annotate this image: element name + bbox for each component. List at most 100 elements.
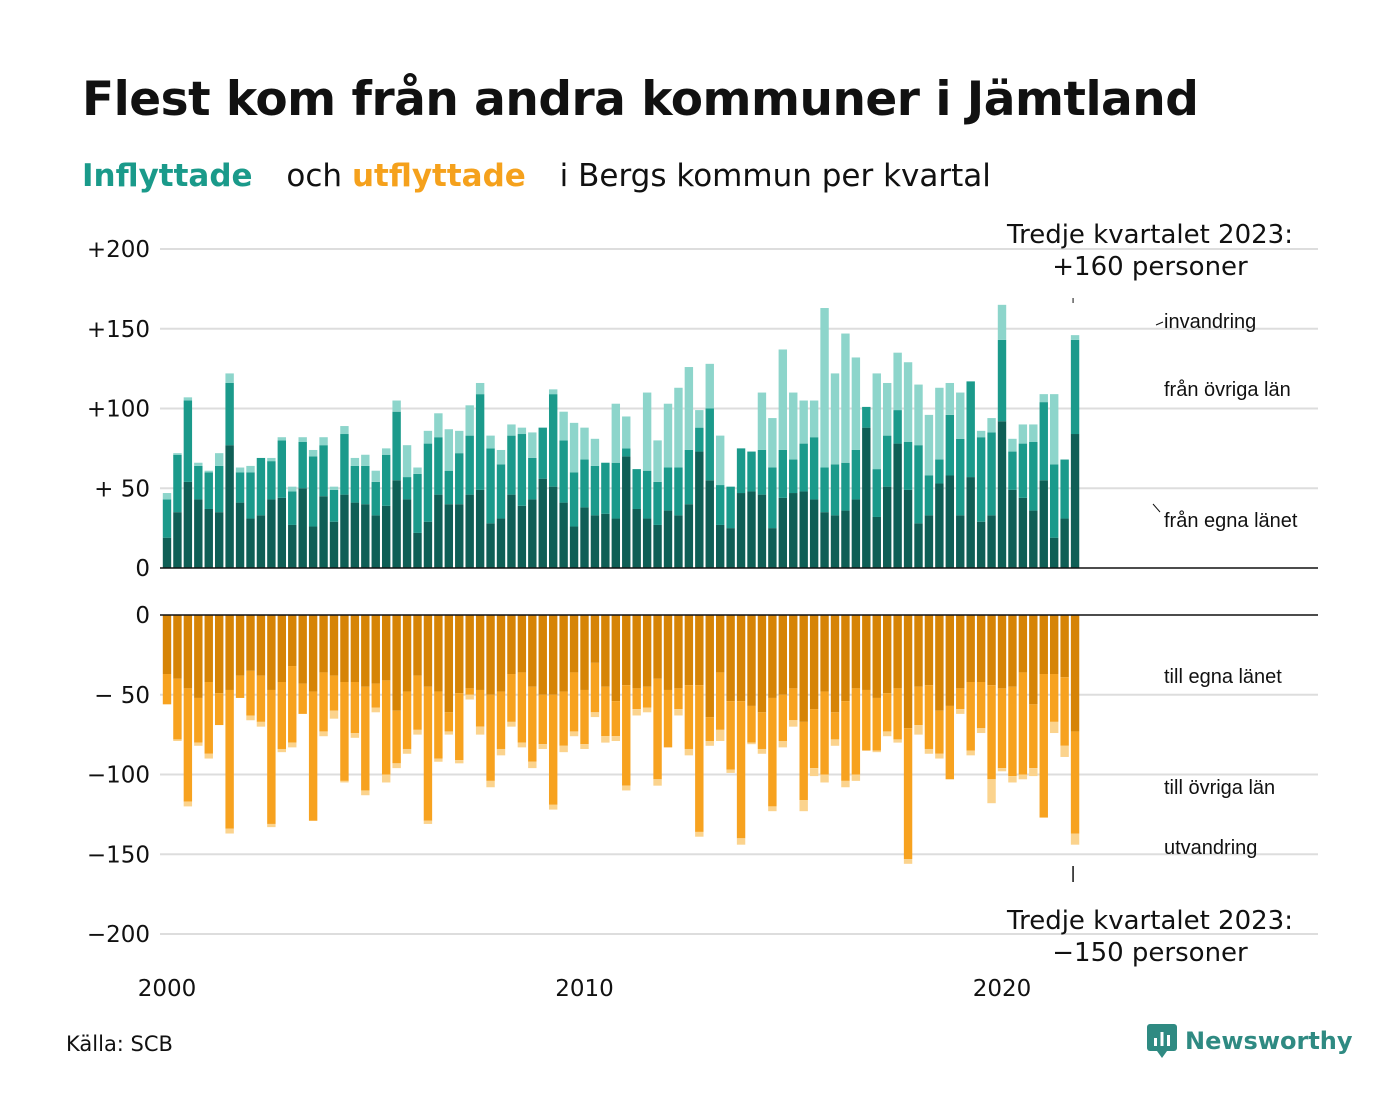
bar-out-segment: [903, 728, 913, 860]
bar-out-segment: [757, 615, 767, 713]
bar-in-segment: [183, 481, 193, 568]
bar-in-segment: [882, 486, 892, 568]
bar-out-segment: [935, 615, 944, 711]
bar-in-segment: [371, 470, 380, 482]
bar-in-segment: [267, 499, 276, 568]
bar-out-segment: [361, 790, 370, 796]
bar-out-segment: [486, 780, 495, 788]
bar-out-segment: [1039, 674, 1048, 818]
bar-out-segment: [987, 615, 996, 686]
bar-out-segment: [1018, 774, 1028, 780]
bar-out-segment: [715, 672, 725, 730]
bar-in-segment: [976, 521, 986, 568]
bar-in-segment: [402, 477, 412, 500]
bar-out-segment: [653, 779, 662, 786]
bar-in-segment: [548, 394, 558, 487]
bar-out-segment: [381, 615, 391, 681]
bar-out-segment: [413, 675, 422, 730]
bar-out-segment: [830, 739, 840, 746]
bar-in-segment: [862, 427, 871, 568]
bar-out-segment: [841, 701, 850, 781]
bar-in-segment: [642, 518, 652, 568]
bar-out-segment: [486, 615, 495, 695]
bar-in-segment: [851, 357, 861, 450]
bar-in-segment: [799, 491, 808, 568]
bar-out-segment: [726, 615, 735, 702]
bar-out-segment: [319, 672, 328, 732]
bar-out-segment: [966, 615, 975, 682]
brand-name: Newsworthy: [1185, 1027, 1353, 1055]
bar-out-segment: [538, 615, 547, 695]
bar-in-segment: [1008, 451, 1017, 490]
bar-out-segment: [632, 688, 641, 710]
bar-out-segment: [183, 615, 193, 689]
bar-in-segment: [663, 510, 673, 568]
bar-in-segment: [778, 349, 788, 450]
bar-in-segment: [987, 515, 996, 568]
bar-out-segment: [204, 681, 213, 754]
subtitle-rest: i Bergs kommun per kvartal: [559, 158, 991, 194]
bar-in-segment: [976, 437, 986, 522]
bar-in-segment: [893, 410, 902, 444]
bar-out-segment: [392, 763, 401, 769]
bar-in-segment: [695, 410, 704, 428]
bar-in-segment: [559, 440, 568, 503]
y-tick-label-bottom: −150: [87, 842, 150, 868]
bar-out-segment: [455, 693, 464, 761]
bar-out-segment: [183, 688, 193, 802]
bar-out-segment: [455, 615, 464, 694]
axes: [160, 567, 1318, 616]
bar-in-segment: [1070, 335, 1080, 340]
bar-out-segment: [726, 769, 735, 773]
bar-out-segment: [162, 674, 172, 705]
bar-in-segment: [528, 499, 537, 568]
bar-in-segment: [976, 430, 986, 438]
bar-out-segment: [308, 691, 318, 821]
bar-out-segment: [789, 688, 798, 721]
bar-in-segment: [361, 465, 370, 505]
bar-in-segment: [444, 470, 454, 505]
bar-in-segment: [496, 464, 506, 519]
bar-out-segment: [976, 615, 986, 682]
bar-in-segment: [350, 502, 360, 568]
bar-out-segment: [475, 726, 485, 735]
bar-in-segment: [538, 427, 547, 479]
bar-in-segment: [298, 488, 307, 568]
bar-in-segment: [235, 467, 245, 473]
bar-in-segment: [799, 443, 808, 492]
bar-in-segment: [298, 437, 307, 442]
bar-in-segment: [632, 508, 641, 568]
bar-in-segment: [945, 414, 955, 476]
bar-in-segment: [705, 363, 714, 409]
bar-out-segment: [1060, 677, 1069, 746]
bar-in-segment: [413, 467, 422, 474]
bar-in-segment: [1070, 339, 1080, 435]
bar-in-segment: [611, 462, 621, 519]
bar-in-segment: [1049, 394, 1059, 465]
bar-out-segment: [517, 615, 527, 673]
bar-in-segment: [653, 481, 662, 525]
bar-in-segment: [308, 526, 318, 568]
bar-out-segment: [569, 615, 579, 673]
bar-in-segment: [945, 382, 955, 415]
bar-in-segment: [809, 499, 819, 568]
bar-out-segment: [580, 615, 589, 690]
bar-out-segment: [381, 680, 391, 775]
bar-in-segment: [455, 504, 464, 568]
bar-in-segment: [580, 459, 589, 508]
bar-in-segment: [194, 465, 203, 500]
bar-out-segment: [204, 753, 213, 759]
bar-out-segment: [914, 686, 923, 726]
bar-out-segment: [162, 615, 172, 675]
bar-out-segment: [1018, 615, 1028, 673]
bar-in-segment: [361, 454, 370, 466]
bar-out-segment: [757, 748, 767, 754]
bar-out-segment: [538, 694, 547, 745]
bar-in-segment: [402, 445, 412, 478]
bar-out-segment: [277, 681, 287, 749]
bar-out-segment: [235, 675, 245, 698]
bar-out-segment: [893, 688, 902, 740]
bar-in-segment: [413, 532, 422, 568]
bar-out-segment: [684, 748, 694, 756]
bar-in-segment: [736, 448, 746, 494]
